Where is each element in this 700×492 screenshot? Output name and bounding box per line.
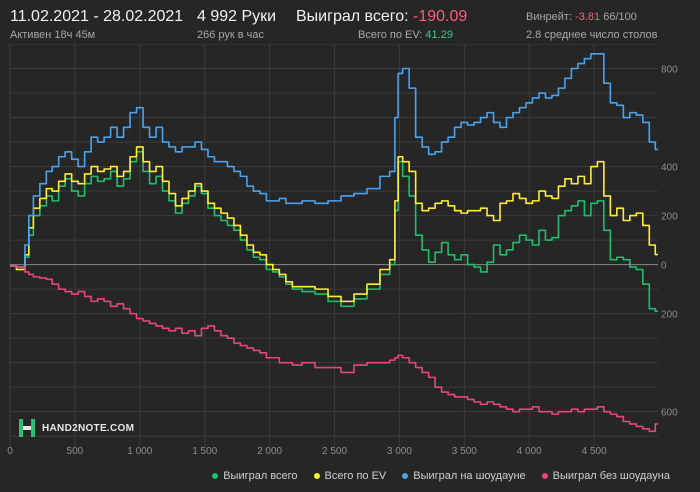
- y-tick-label: 200: [661, 310, 678, 321]
- x-tick-label: 3 500: [452, 446, 477, 457]
- hands-per-hour: 266 рук в час: [197, 29, 265, 41]
- x-tick-label: 1 500: [192, 446, 217, 457]
- series-line-2: [10, 53, 658, 268]
- y-tick-label: 200: [661, 212, 678, 223]
- x-tick-label: 1 000: [127, 446, 152, 457]
- chart-legend: Выиграл всего Всего по EV Выиграл на шоу…: [212, 470, 670, 482]
- x-tick-label: 2 500: [322, 446, 347, 457]
- logo: HAND2NOTE.COM: [18, 418, 134, 438]
- legend-label-ev: Всего по EV: [324, 470, 387, 482]
- hands-count: 4 992 Руки: [197, 8, 277, 25]
- y-tick-label: 600: [661, 408, 678, 419]
- ev-total-label: Всего по EV:: [358, 29, 423, 41]
- winrate: Винрейт: -3.81 66/100: [526, 11, 637, 23]
- y-tick-label: 0: [661, 261, 667, 272]
- won-total-value: -190.09: [413, 8, 468, 25]
- ev-total-value: 41.29: [425, 29, 453, 41]
- x-tick-label: 4 500: [582, 446, 607, 457]
- legend-dot-won: [212, 473, 219, 479]
- y-tick-label: 800: [661, 65, 678, 76]
- legend-item-ev[interactable]: Всего по EV: [313, 470, 387, 482]
- series-line-1: [10, 146, 658, 303]
- legend-label-showdown: Выиграл на шоудауне: [413, 470, 526, 482]
- legend-item-nonshowdown[interactable]: Выиграл без шоудауна: [541, 470, 670, 482]
- legend-dot-nonshowdown: [541, 473, 548, 479]
- x-tick-label: 4 000: [517, 446, 542, 457]
- x-tick-label: 2 000: [257, 446, 282, 457]
- winrate-value: -3.81: [575, 11, 601, 23]
- x-tick-label: 500: [67, 446, 84, 457]
- x-tick-label: 0: [7, 446, 13, 457]
- won-total: Выиграл всего: -190.09: [296, 8, 467, 26]
- legend-dot-ev: [313, 473, 320, 479]
- series-line-0: [10, 151, 658, 312]
- legend-item-won[interactable]: Выиграл всего: [212, 470, 298, 482]
- hand2note-logo-icon: [19, 419, 35, 437]
- ev-total: Всего по EV: 41.29: [358, 29, 453, 41]
- y-tick-label: 400: [661, 163, 678, 174]
- legend-label-nonshowdown: Выиграл без шоудауна: [552, 470, 670, 482]
- winrate-label: Винрейт:: [526, 11, 573, 23]
- tables-average: 2.8 среднее число столов: [526, 29, 658, 41]
- date-range: 11.02.2021 - 28.02.2021: [10, 8, 184, 25]
- active-time: Активен 18ч 45м: [10, 29, 96, 41]
- logo-text: HAND2NOTE.COM: [42, 422, 135, 434]
- bankroll-chart: 0 500 1 000 1 500 2 000 2 500 3 000 3 500 4 000 4…: [7, 44, 678, 457]
- x-tick-label: 3 000: [387, 446, 412, 457]
- winrate-unit: 66/100: [603, 11, 637, 23]
- legend-item-showdown[interactable]: Выиграл на шоудауне: [402, 470, 526, 482]
- won-total-label: Выиграл всего:: [296, 8, 409, 25]
- legend-label-won: Выиграл всего: [223, 470, 298, 482]
- series-line-3: [10, 265, 658, 433]
- legend-dot-showdown: [402, 473, 409, 479]
